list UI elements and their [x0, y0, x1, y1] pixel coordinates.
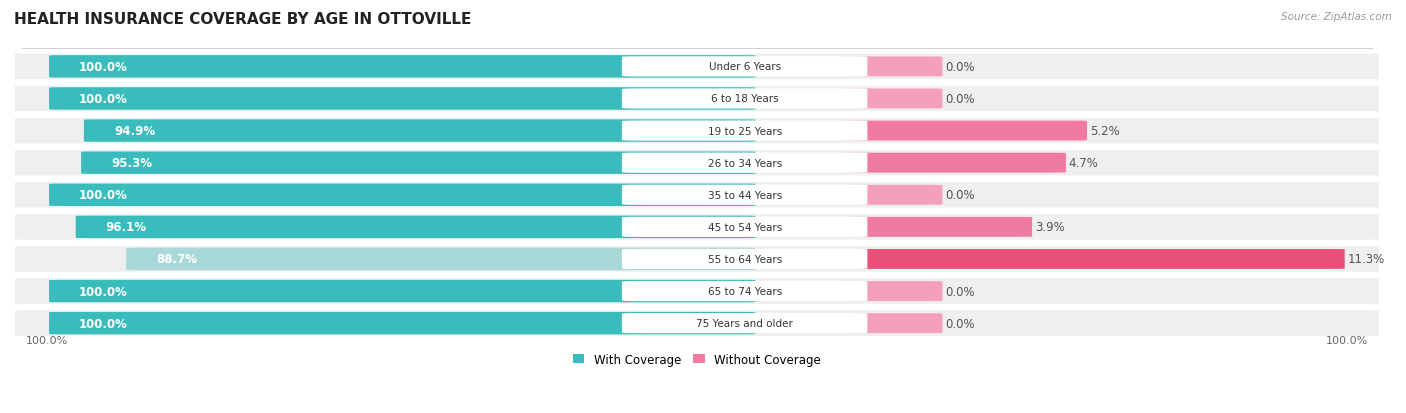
- FancyBboxPatch shape: [84, 120, 755, 142]
- Text: 19 to 25 Years: 19 to 25 Years: [707, 126, 782, 136]
- FancyBboxPatch shape: [0, 311, 1396, 336]
- Text: 5.2%: 5.2%: [1090, 125, 1119, 138]
- Text: 100.0%: 100.0%: [25, 335, 67, 345]
- FancyBboxPatch shape: [621, 217, 868, 237]
- FancyBboxPatch shape: [0, 215, 1396, 240]
- Text: Under 6 Years: Under 6 Years: [709, 62, 780, 72]
- FancyBboxPatch shape: [0, 55, 1396, 80]
- Text: 100.0%: 100.0%: [79, 61, 128, 74]
- FancyBboxPatch shape: [621, 249, 868, 269]
- Text: 11.3%: 11.3%: [1347, 253, 1385, 266]
- Text: 6 to 18 Years: 6 to 18 Years: [711, 94, 779, 104]
- FancyBboxPatch shape: [841, 57, 942, 77]
- FancyBboxPatch shape: [0, 150, 1396, 176]
- Legend: With Coverage, Without Coverage: With Coverage, Without Coverage: [568, 348, 825, 370]
- Text: 0.0%: 0.0%: [945, 317, 974, 330]
- Text: 0.0%: 0.0%: [945, 285, 974, 298]
- FancyBboxPatch shape: [0, 86, 1396, 112]
- Text: 88.7%: 88.7%: [156, 253, 197, 266]
- Text: 4.7%: 4.7%: [1069, 157, 1098, 170]
- Text: 55 to 64 Years: 55 to 64 Years: [707, 254, 782, 264]
- Text: 0.0%: 0.0%: [945, 61, 974, 74]
- FancyBboxPatch shape: [841, 89, 942, 109]
- FancyBboxPatch shape: [841, 217, 1032, 237]
- Text: 0.0%: 0.0%: [945, 93, 974, 106]
- Text: 45 to 54 Years: 45 to 54 Years: [707, 222, 782, 232]
- FancyBboxPatch shape: [621, 57, 868, 77]
- Text: 94.9%: 94.9%: [114, 125, 155, 138]
- FancyBboxPatch shape: [621, 281, 868, 301]
- FancyBboxPatch shape: [841, 153, 1066, 173]
- FancyBboxPatch shape: [0, 183, 1396, 208]
- FancyBboxPatch shape: [841, 313, 942, 333]
- FancyBboxPatch shape: [127, 248, 755, 271]
- Text: 100.0%: 100.0%: [79, 93, 128, 106]
- Text: Source: ZipAtlas.com: Source: ZipAtlas.com: [1281, 12, 1392, 22]
- FancyBboxPatch shape: [49, 280, 755, 303]
- FancyBboxPatch shape: [621, 153, 868, 173]
- Text: HEALTH INSURANCE COVERAGE BY AGE IN OTTOVILLE: HEALTH INSURANCE COVERAGE BY AGE IN OTTO…: [14, 12, 471, 27]
- FancyBboxPatch shape: [0, 119, 1396, 144]
- FancyBboxPatch shape: [621, 185, 868, 205]
- FancyBboxPatch shape: [49, 56, 755, 78]
- FancyBboxPatch shape: [621, 89, 868, 109]
- Text: 26 to 34 Years: 26 to 34 Years: [707, 158, 782, 168]
- Text: 100.0%: 100.0%: [79, 189, 128, 202]
- Text: 100.0%: 100.0%: [1326, 335, 1368, 345]
- Text: 3.9%: 3.9%: [1035, 221, 1064, 234]
- FancyBboxPatch shape: [0, 279, 1396, 304]
- FancyBboxPatch shape: [841, 185, 942, 205]
- FancyBboxPatch shape: [841, 121, 1087, 141]
- FancyBboxPatch shape: [49, 88, 755, 110]
- Text: 75 Years and older: 75 Years and older: [696, 318, 793, 328]
- Text: 95.3%: 95.3%: [111, 157, 152, 170]
- Text: 100.0%: 100.0%: [79, 285, 128, 298]
- FancyBboxPatch shape: [621, 313, 868, 333]
- FancyBboxPatch shape: [841, 249, 1344, 269]
- FancyBboxPatch shape: [82, 152, 755, 174]
- FancyBboxPatch shape: [0, 247, 1396, 272]
- FancyBboxPatch shape: [49, 312, 755, 335]
- FancyBboxPatch shape: [49, 184, 755, 206]
- Text: 0.0%: 0.0%: [945, 189, 974, 202]
- FancyBboxPatch shape: [621, 121, 868, 141]
- Text: 35 to 44 Years: 35 to 44 Years: [707, 190, 782, 200]
- Text: 100.0%: 100.0%: [79, 317, 128, 330]
- FancyBboxPatch shape: [76, 216, 755, 239]
- Text: 65 to 74 Years: 65 to 74 Years: [707, 286, 782, 297]
- Text: 96.1%: 96.1%: [105, 221, 146, 234]
- FancyBboxPatch shape: [841, 281, 942, 301]
